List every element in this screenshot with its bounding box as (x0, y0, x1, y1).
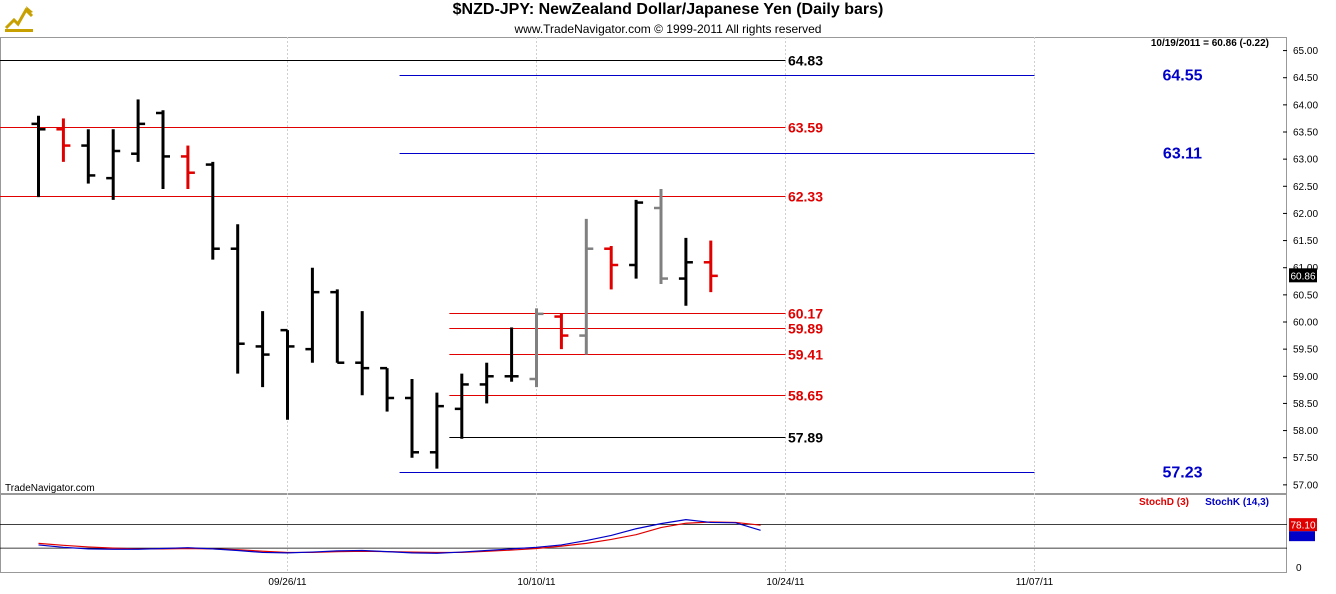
ohlc-bar (579, 218, 594, 355)
x-tick-label: 09/26/11 (268, 577, 307, 588)
level-label: 64.83 (788, 53, 823, 69)
ohlc-bar (330, 289, 345, 364)
stochd-legend: StochD (3) (1139, 497, 1189, 508)
level-label: 60.17 (788, 306, 823, 322)
level-label: 57.23 (1162, 465, 1202, 482)
stochastic-pane-frame (0, 494, 1287, 573)
ohlc-bar (106, 129, 121, 200)
x-tick-label: 10/24/11 (766, 577, 805, 588)
y-tick-label: 59.00 (1293, 372, 1318, 383)
y-tick-label: 64.00 (1293, 100, 1318, 111)
ohlc-bar (131, 99, 146, 162)
ohlc-bar (255, 311, 270, 388)
ohlc-bar (180, 145, 195, 189)
y-tick-label: 60.50 (1293, 290, 1318, 301)
ohlc-bar (629, 199, 644, 279)
ohlc-bar (479, 362, 494, 404)
chart-title: $NZD-JPY: NewZealand Dollar/Japanese Yen… (452, 1, 884, 18)
chart-subtitle: www.TradeNavigator.com © 1999-2011 All r… (514, 22, 822, 36)
level-label: 63.59 (788, 120, 823, 136)
y-tick-label: 62.00 (1293, 209, 1318, 220)
ohlc-bar (280, 328, 295, 420)
ohlc-bar (554, 313, 569, 350)
y-tick-label: 58.00 (1293, 426, 1318, 437)
last-price-label: 60.86 (1290, 271, 1315, 282)
y-tick-label: 64.50 (1293, 73, 1318, 84)
y-tick-label: 62.50 (1293, 182, 1318, 193)
ohlc-bar (230, 224, 245, 374)
y-tick-label: 61.50 (1293, 236, 1318, 247)
level-label: 59.89 (788, 321, 823, 337)
y-tick-label: 63.00 (1293, 155, 1318, 166)
ohlc-bar (56, 118, 71, 162)
watermark-text: TradeNavigator.com (5, 483, 95, 494)
y-tick-label: 59.50 (1293, 345, 1318, 356)
ohlc-bar (355, 311, 370, 396)
y-tick-label: 63.50 (1293, 128, 1318, 139)
x-tick-label: 11/07/11 (1016, 577, 1054, 588)
level-label: 64.55 (1162, 68, 1202, 85)
ohlc-bar (604, 246, 619, 290)
last-price-marker (1289, 268, 1317, 283)
ohlc-bar (205, 161, 220, 260)
stoch-zero-label: 0 (1296, 563, 1302, 574)
level-label: 58.65 (788, 388, 823, 404)
ohlc-bar (678, 237, 693, 306)
stochk-legend: StochK (14,3) (1205, 497, 1269, 508)
level-label: 57.89 (788, 430, 823, 446)
ohlc-bar (504, 327, 519, 382)
level-label: 62.33 (788, 189, 823, 205)
price-pane-frame (0, 37, 1287, 494)
ohlc-bar (454, 373, 469, 439)
ohlc-bar (81, 129, 96, 184)
last-quote-label: 10/19/2011 = 60.86 (-0.22) (1151, 38, 1269, 49)
stochk-value-marker (1289, 531, 1315, 542)
ohlc-bar (654, 189, 668, 284)
y-tick-label: 65.00 (1293, 46, 1318, 57)
x-tick-label: 10/10/11 (517, 577, 556, 588)
stochk-line (38, 519, 761, 554)
tradenavigator-logo-icon (4, 6, 34, 32)
y-tick-label: 57.00 (1293, 480, 1318, 491)
level-label: 59.41 (788, 347, 823, 363)
ohlc-bar (31, 115, 46, 198)
y-tick-label: 60.00 (1293, 318, 1318, 329)
ohlc-bar (380, 366, 395, 412)
stoch-value-marker (1289, 518, 1317, 532)
ohlc-bar (405, 379, 419, 458)
ohlc-bar (429, 392, 444, 469)
y-tick-label: 58.50 (1293, 399, 1318, 410)
stoch-value-label: 78.10 (1290, 521, 1315, 532)
y-tick-label: 57.50 (1293, 453, 1318, 464)
ohlc-bar (703, 240, 718, 293)
ohlc-bar (305, 267, 320, 363)
level-label: 63.11 (1163, 146, 1202, 163)
ohlc-bar (156, 110, 170, 189)
ohlc-bar (529, 308, 544, 388)
